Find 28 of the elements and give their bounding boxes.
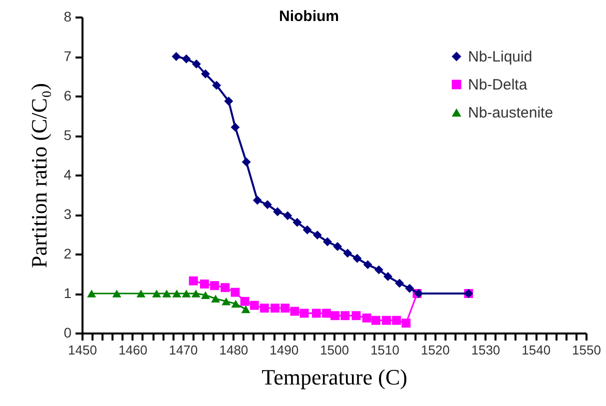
- x-tick-label: 1520: [420, 342, 450, 358]
- x-tick-label: 1540: [522, 342, 551, 358]
- point: [87, 290, 96, 298]
- x-tick-label: 1470: [168, 342, 198, 358]
- chart-title: Niobium: [279, 8, 339, 25]
- x-tick-label: 1460: [118, 342, 148, 358]
- y-axis-title: Partition ratio (C/C₀): [26, 83, 52, 268]
- y-tick-label: 6: [64, 88, 72, 104]
- x-tick-label: 1510: [370, 342, 400, 358]
- legend-label: Nb-Liquid: [468, 48, 532, 66]
- y-tick-label: 7: [64, 48, 72, 64]
- x-tick-label: 1480: [219, 342, 248, 358]
- legend-label: Nb-Delta: [468, 76, 528, 94]
- y-tick-label: 4: [64, 166, 72, 182]
- x-tick-label: 1500: [320, 342, 349, 358]
- y-tick-label: 5: [64, 127, 72, 143]
- y-tick-label: 3: [64, 206, 72, 222]
- y-tick-label: 0: [64, 324, 72, 340]
- x-tick-label: 1490: [270, 342, 299, 358]
- y-tick-label: 8: [64, 8, 72, 24]
- x-tick-label: 1450: [68, 342, 97, 358]
- point: [188, 276, 198, 286]
- legend-label: Nb-austenite: [468, 104, 554, 122]
- x-axis-title: Temperature (C): [262, 364, 408, 390]
- y-tick-label: 1: [64, 285, 72, 301]
- y-tick-label: 2: [64, 246, 72, 262]
- x-tick-label: 1550: [572, 342, 601, 358]
- x-tick-label: 1530: [471, 342, 500, 358]
